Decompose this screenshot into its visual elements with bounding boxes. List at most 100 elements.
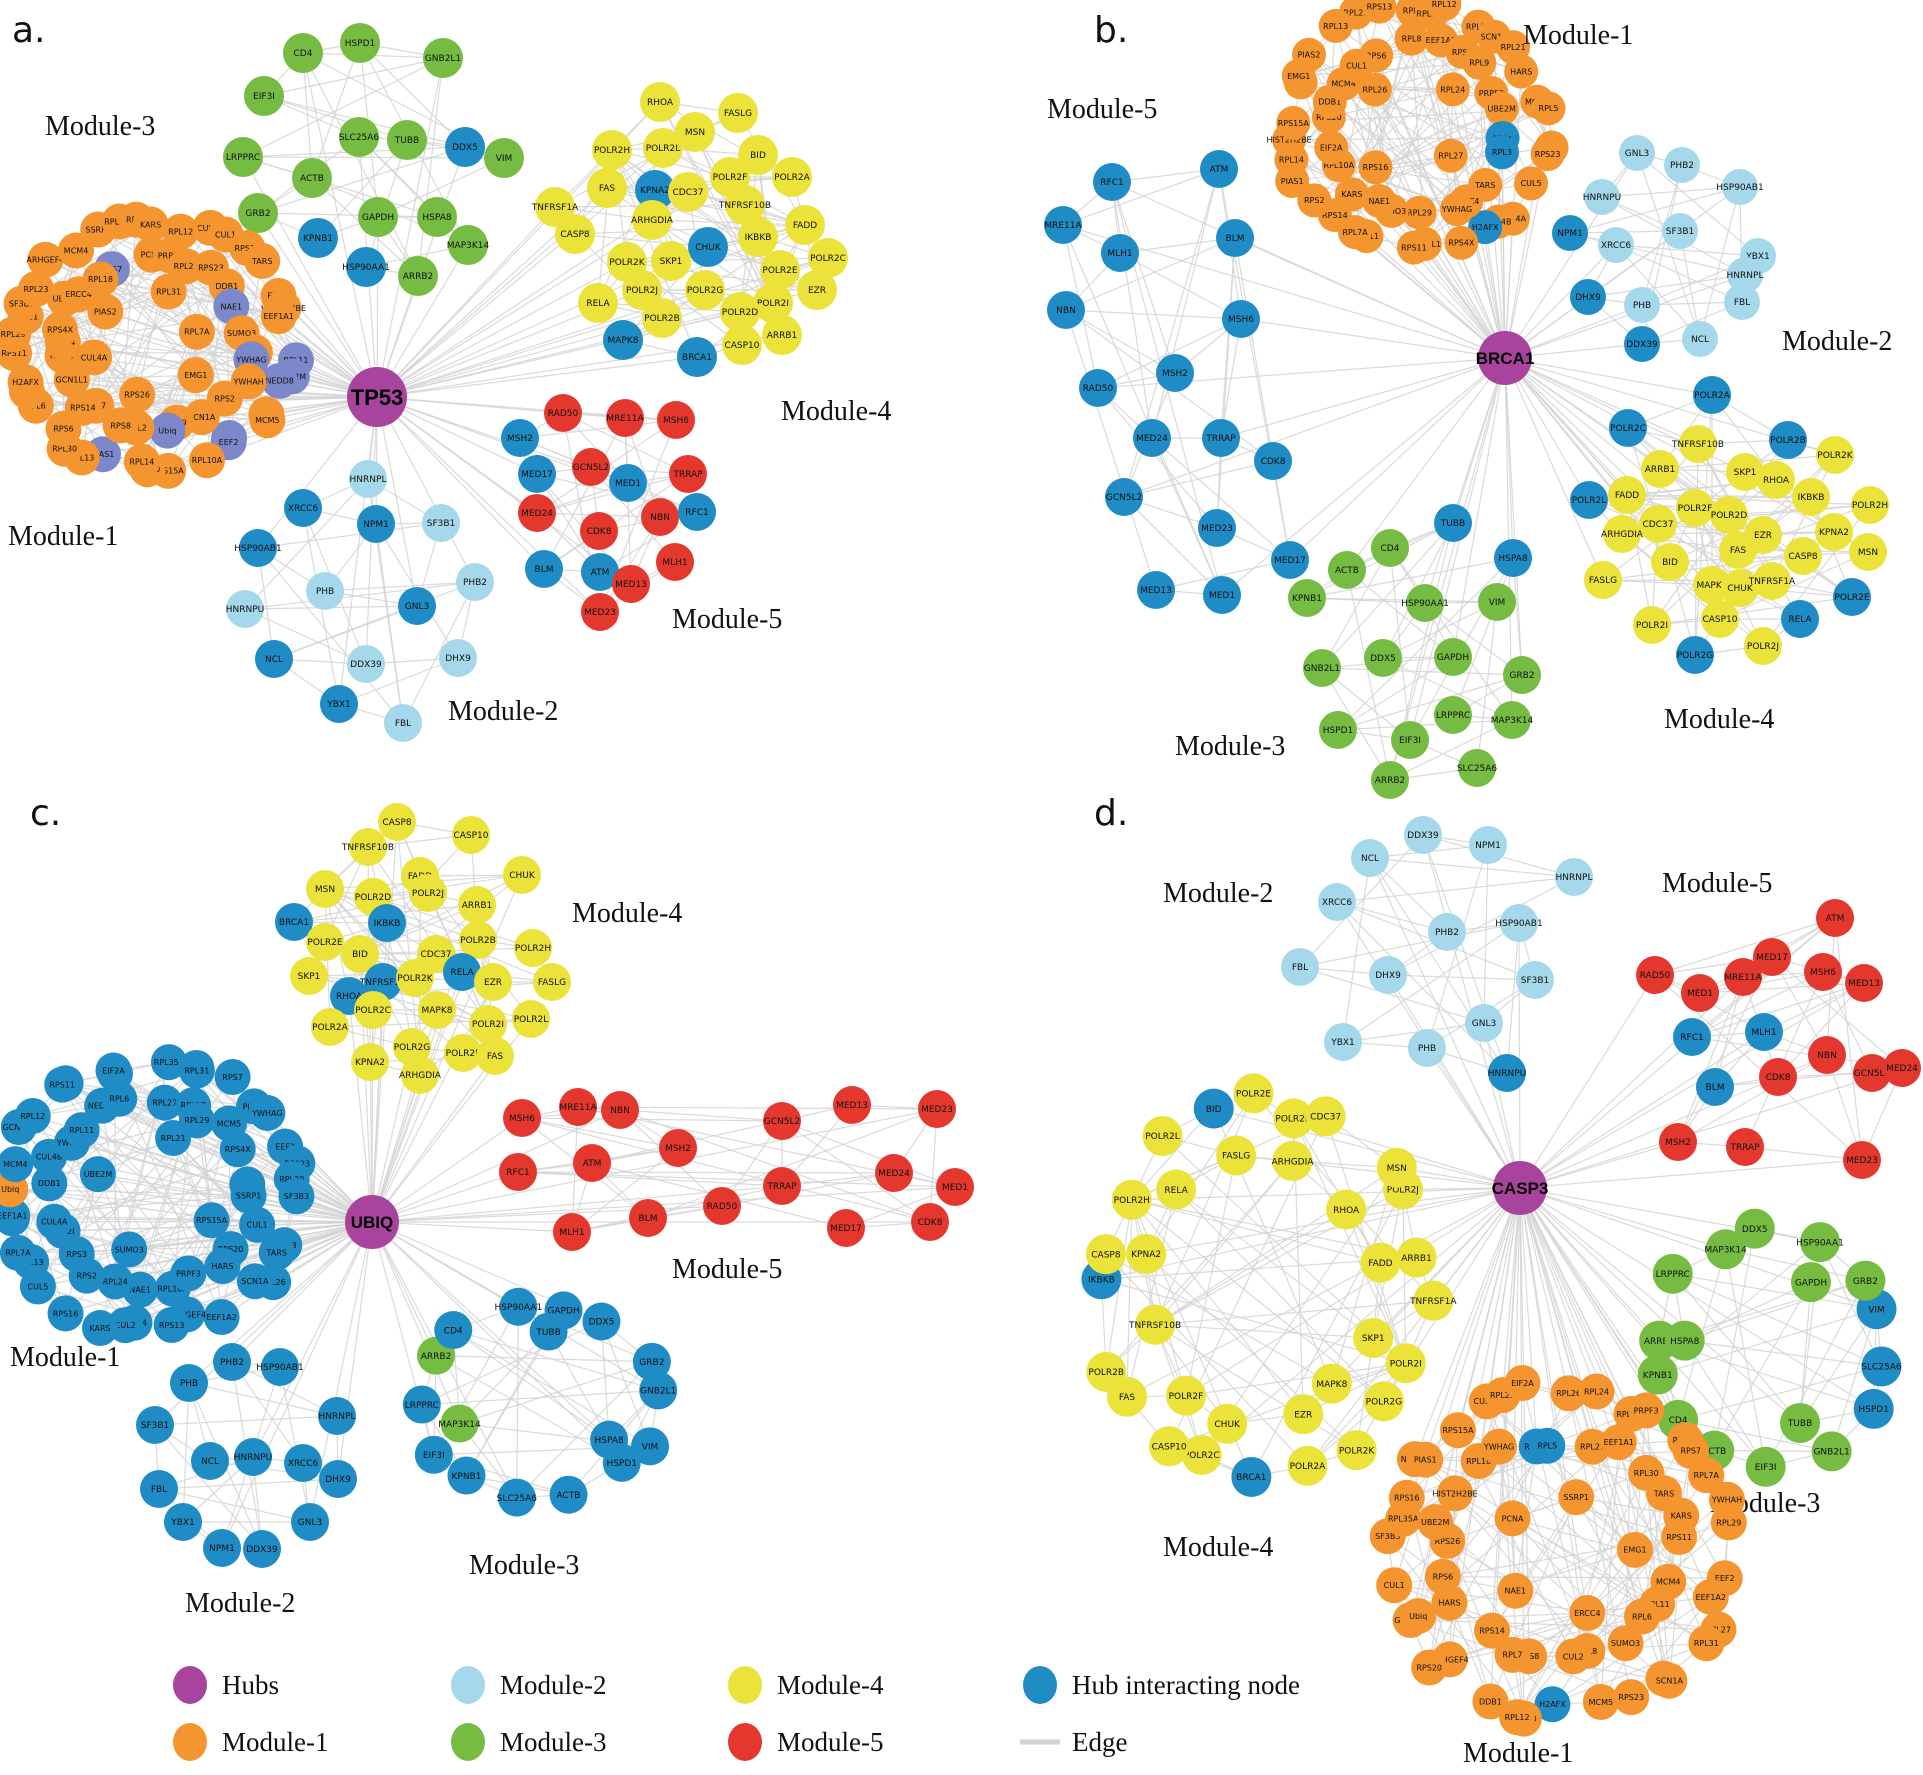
node-c-EEF1A2[interactable]: EEF1A2 <box>203 1298 240 1335</box>
node-d-MAPK8[interactable]: MAPK8 <box>1311 1363 1352 1404</box>
node-d-HSPA8[interactable]: HSPA8 <box>1664 1320 1705 1361</box>
node-a-MCM5[interactable]: MCM5 <box>249 402 286 439</box>
node-a-MSN[interactable]: MSN <box>675 112 715 152</box>
node-c-HARS[interactable]: HARS <box>204 1248 241 1285</box>
node-a-POLR2E[interactable]: POLR2E <box>760 250 800 290</box>
node-d-POLR2L[interactable]: POLR2L <box>1142 1115 1183 1156</box>
node-c-GNL3[interactable]: GNL3 <box>291 1503 329 1541</box>
node-b-PHB[interactable]: PHB <box>1624 287 1660 323</box>
hub-node-TP53[interactable]: TP53 <box>347 367 407 427</box>
node-c-ATM[interactable]: ATM <box>573 1144 611 1182</box>
node-b-FBL[interactable]: FBL <box>1724 284 1760 320</box>
node-d-RPL5[interactable]: RPL5 <box>1529 1427 1566 1464</box>
node-a-CDK8[interactable]: CDK8 <box>580 512 618 550</box>
node-b-NAE1[interactable]: NAE1 <box>1362 184 1397 219</box>
node-c-PHB2[interactable]: PHB2 <box>213 1343 251 1381</box>
node-a-H2AFX[interactable]: H2AFX <box>7 364 44 401</box>
node-d-EEF1A1[interactable]: EEF1A1 <box>1600 1424 1637 1461</box>
node-d-RPS6[interactable]: RPS6 <box>1424 1558 1461 1595</box>
node-b-RPL26[interactable]: RPL26 <box>1357 72 1392 107</box>
node-a-ARRB1[interactable]: ARRB1 <box>762 315 802 355</box>
node-c-DHX9[interactable]: DHX9 <box>319 1460 357 1498</box>
node-b-RPS4X[interactable]: RPS4X <box>1444 225 1479 260</box>
node-a-ARHGDIA[interactable]: ARHGDIA <box>631 200 674 240</box>
node-b-GCN5L2[interactable]: GCN5L2 <box>1105 478 1143 516</box>
node-d-PCNA[interactable]: PCNA <box>1494 1500 1531 1537</box>
node-d-SSRP1[interactable]: SSRP1 <box>1558 1479 1595 1516</box>
node-d-PHB[interactable]: PHB <box>1408 1029 1446 1067</box>
node-b-VIM[interactable]: VIM <box>1478 583 1516 621</box>
node-b-CDC37[interactable]: CDC37 <box>1639 505 1677 543</box>
node-a-POLR2J[interactable]: POLR2J <box>622 270 662 310</box>
node-a-CUL4A[interactable]: CUL4A <box>76 339 113 376</box>
node-a-MAPK8[interactable]: MAPK8 <box>603 320 643 360</box>
node-a-SF3B1[interactable]: SF3B1 <box>422 504 460 542</box>
node-d-EIF3I[interactable]: EIF3I <box>1745 1446 1786 1487</box>
node-d-PIAS1[interactable]: PIAS1 <box>1407 1441 1444 1478</box>
node-b-ARHGDIA[interactable]: ARHGDIA <box>1601 515 1644 553</box>
node-c-MAPK8[interactable]: MAPK8 <box>418 991 456 1029</box>
node-a-RPL7A[interactable]: RPL7A <box>178 313 215 350</box>
node-a-MED24[interactable]: MED24 <box>518 494 556 532</box>
node-a-POLR2L[interactable]: POLR2L <box>643 128 683 168</box>
node-b-YWHAG[interactable]: YWHAG <box>1440 192 1475 227</box>
node-b-KPNA2[interactable]: KPNA2 <box>1815 513 1853 551</box>
node-b-POLR2B[interactable]: POLR2B <box>1769 421 1807 459</box>
node-d-NCL[interactable]: NCL <box>1351 839 1389 877</box>
node-c-HNRNPL[interactable]: HNRNPL <box>318 1397 356 1435</box>
hub-node-BRCA1[interactable]: BRCA1 <box>1476 331 1535 385</box>
node-b-POLR2H[interactable]: POLR2H <box>1851 486 1889 524</box>
node-a-POLR2G[interactable]: POLR2G <box>685 270 725 310</box>
node-d-YWHAG[interactable]: YWHAG <box>1481 1428 1518 1465</box>
node-a-RPL31[interactable]: RPL31 <box>150 273 187 310</box>
node-d-Ubiq[interactable]: Ubiq <box>1400 1598 1437 1635</box>
node-d-ARRB1[interactable]: ARRB1 <box>1396 1237 1437 1278</box>
node-d-MCM5[interactable]: MCM5 <box>1582 1683 1619 1720</box>
node-c-MSH6[interactable]: MSH6 <box>503 1099 541 1137</box>
node-d-RPS23[interactable]: RPS23 <box>1613 1679 1650 1716</box>
node-d-GNB2L1[interactable]: GNB2L1 <box>1811 1431 1852 1472</box>
node-a-RAD50[interactable]: RAD50 <box>544 394 582 432</box>
node-c-TRRAP[interactable]: TRRAP <box>763 1167 801 1205</box>
node-c-MED13[interactable]: MED13 <box>833 1086 871 1124</box>
node-b-CASP10[interactable]: CASP10 <box>1701 600 1739 638</box>
node-d-POLR2F[interactable]: POLR2F <box>1165 1375 1206 1416</box>
node-d-NPM1[interactable]: NPM1 <box>1469 826 1507 864</box>
node-a-BID[interactable]: BID <box>738 135 778 175</box>
node-c-KPNB1[interactable]: KPNB1 <box>447 1456 486 1495</box>
node-d-BID[interactable]: BID <box>1193 1088 1234 1129</box>
node-b-RPL9[interactable]: RPL9 <box>1462 45 1497 80</box>
node-d-POLR2B[interactable]: POLR2B <box>1086 1351 1127 1392</box>
node-d-BRCA1[interactable]: BRCA1 <box>1231 1456 1272 1497</box>
node-b-FAS[interactable]: FAS <box>1719 531 1757 569</box>
node-b-RELA[interactable]: RELA <box>1781 600 1819 638</box>
node-b-BID[interactable]: BID <box>1651 543 1689 581</box>
node-b-ATM[interactable]: ATM <box>1200 150 1238 188</box>
node-c-PRPF3[interactable]: PRPF3 <box>170 1255 207 1292</box>
node-c-KPNA2[interactable]: KPNA2 <box>351 1043 389 1081</box>
node-b-FADD[interactable]: FADD <box>1608 476 1646 514</box>
node-a-GAPDH[interactable]: GAPDH <box>358 197 398 237</box>
node-b-MAPK8[interactable]: MAPK8 <box>1693 566 1731 604</box>
node-a-POLR2A[interactable]: POLR2A <box>772 157 812 197</box>
node-c-HNRNPU[interactable]: HNRNPU <box>234 1438 273 1476</box>
node-c-RAD50[interactable]: RAD50 <box>703 1187 741 1225</box>
node-b-GAPDH[interactable]: GAPDH <box>1434 638 1472 676</box>
node-a-VIM[interactable]: VIM <box>484 138 524 178</box>
node-c-NCL[interactable]: NCL <box>191 1442 229 1480</box>
node-c-POLR2J[interactable]: POLR2J <box>409 874 447 912</box>
node-c-MCM4[interactable]: MCM4 <box>0 1146 34 1183</box>
node-d-HSPD1[interactable]: HSPD1 <box>1853 1388 1894 1429</box>
node-b-MSN[interactable]: MSN <box>1849 533 1887 571</box>
node-c-RPS11[interactable]: RPS11 <box>44 1066 81 1103</box>
node-c-POLR2L[interactable]: POLR2L <box>512 1000 550 1038</box>
node-a-CDC37[interactable]: CDC37 <box>668 172 708 212</box>
node-b-MED13[interactable]: MED13 <box>1137 571 1175 609</box>
node-c-KARS[interactable]: KARS <box>82 1309 119 1346</box>
node-a-PIAS2[interactable]: PIAS2 <box>87 293 124 330</box>
node-d-MED23[interactable]: MED23 <box>1843 1141 1881 1179</box>
node-d-GRB2[interactable]: GRB2 <box>1845 1260 1886 1301</box>
node-d-SKP1[interactable]: SKP1 <box>1353 1317 1394 1358</box>
node-d-CUL2[interactable]: CUL2 <box>1555 1638 1592 1675</box>
node-d-POLR2A[interactable]: POLR2A <box>1287 1445 1328 1486</box>
